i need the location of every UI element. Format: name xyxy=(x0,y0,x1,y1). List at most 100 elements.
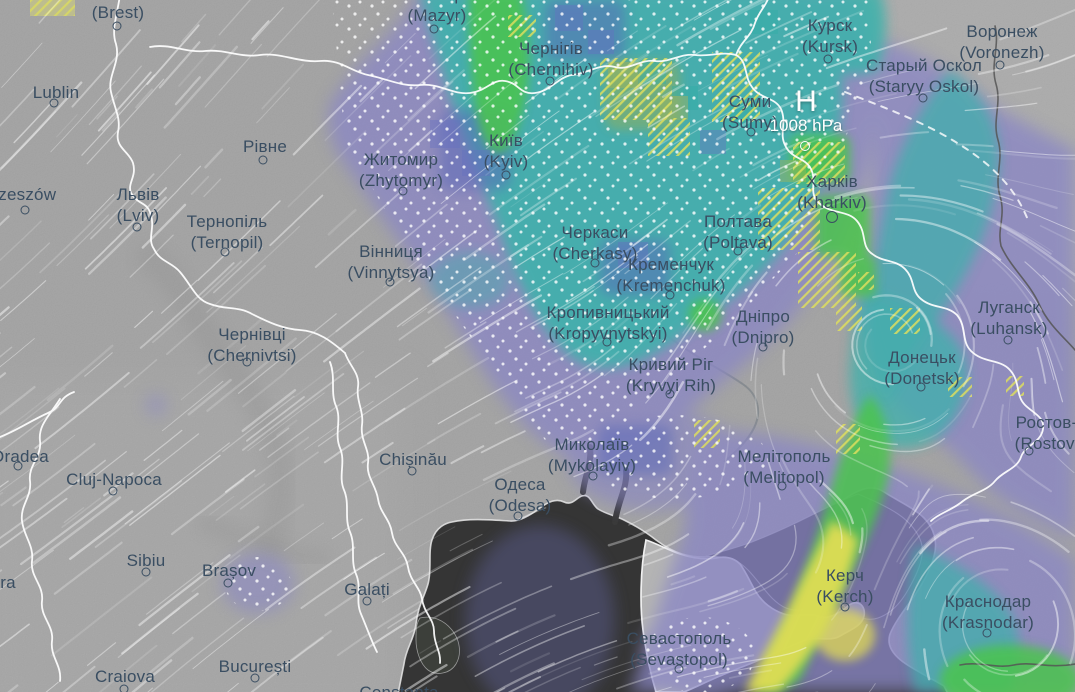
city-label[interactable]: Львів (Lviv) xyxy=(117,184,160,226)
city-name-latin: (Chernivtsi) xyxy=(207,346,297,365)
city-label[interactable]: Craiova xyxy=(95,666,155,687)
city-marker[interactable] xyxy=(826,211,838,223)
city-label[interactable]: Cluj-Napoca xyxy=(66,469,162,490)
city-name-latin: (Kerch) xyxy=(816,587,874,606)
city-label[interactable]: (Brest) xyxy=(92,2,144,23)
city-marker[interactable] xyxy=(918,93,928,103)
city-marker[interactable] xyxy=(588,471,598,481)
city-marker[interactable] xyxy=(602,337,612,347)
city-name-latin: (Sumy) xyxy=(722,113,778,132)
city-marker[interactable] xyxy=(429,24,439,34)
city-label[interactable]: Brașov xyxy=(202,560,256,581)
city-marker[interactable] xyxy=(141,567,151,577)
city-label[interactable]: Суми (Sumy) xyxy=(722,91,778,133)
city-label[interactable]: Кривий Ріг (Kryvyi Rih) xyxy=(626,354,716,396)
city-label[interactable]: Донецьк (Donetsk) xyxy=(884,347,960,389)
city-label[interactable]: Полтава (Poltava) xyxy=(703,211,773,253)
city-marker[interactable] xyxy=(758,342,768,352)
city-label[interactable]: Galați xyxy=(344,579,390,600)
city-marker[interactable] xyxy=(1024,446,1034,456)
city-marker[interactable] xyxy=(220,247,230,257)
city-marker[interactable] xyxy=(13,461,23,471)
city-label[interactable]: Oradea xyxy=(0,446,49,467)
city-marker[interactable] xyxy=(995,60,1005,70)
city-label[interactable]: București xyxy=(219,656,292,677)
city-marker[interactable] xyxy=(733,246,743,256)
city-marker[interactable] xyxy=(840,602,850,612)
city-marker[interactable] xyxy=(49,98,59,108)
city-name: Brașov xyxy=(201,561,257,580)
city-label[interactable]: Chișinău xyxy=(379,449,447,470)
city-marker[interactable] xyxy=(112,21,122,31)
city-marker[interactable] xyxy=(982,628,992,638)
city-marker[interactable] xyxy=(398,186,408,196)
city-name: Львів xyxy=(116,185,160,204)
city-marker[interactable] xyxy=(362,596,372,606)
city-label[interactable]: Харків (Kharkiv) xyxy=(797,171,867,213)
city-marker[interactable] xyxy=(1003,335,1013,345)
city-marker[interactable] xyxy=(242,357,252,367)
city-label[interactable]: Краснодар (Krasnodar) xyxy=(942,591,1034,633)
city-marker[interactable] xyxy=(20,205,30,215)
city-marker[interactable] xyxy=(746,127,756,137)
city-marker[interactable] xyxy=(665,290,675,300)
city-name-latin: (Krasnodar) xyxy=(942,613,1034,632)
city-marker[interactable] xyxy=(674,664,684,674)
city-marker[interactable] xyxy=(590,258,600,268)
city-name: Київ xyxy=(489,131,523,150)
city-marker[interactable] xyxy=(501,170,511,180)
city-marker[interactable] xyxy=(665,389,675,399)
city-label[interactable]: Sibiu xyxy=(127,550,166,571)
city-label[interactable]: Constanța xyxy=(359,682,438,692)
city-marker[interactable] xyxy=(777,481,787,491)
city-marker[interactable] xyxy=(407,466,417,476)
city-marker[interactable] xyxy=(258,155,268,165)
city-label[interactable]: ra xyxy=(0,572,16,593)
city-name-latin: (Odesa) xyxy=(488,496,552,515)
city-label[interactable]: Кропивницький (Kropyvnytskyi) xyxy=(546,302,669,344)
city-label[interactable]: Мазыр(Mazyr) xyxy=(408,0,467,26)
city-label[interactable]: Rzeszów xyxy=(0,184,56,205)
city-label[interactable]: Миколаїв (Mykolayiv) xyxy=(548,434,636,476)
city-marker[interactable] xyxy=(108,486,118,496)
city-label[interactable]: Чернігів (Chernihiv) xyxy=(508,38,593,80)
city-marker[interactable] xyxy=(916,382,926,392)
city-name: Constanța xyxy=(359,682,438,692)
pressure-marker-dot xyxy=(800,141,810,151)
city-label[interactable]: Житомир (Zhytomyr) xyxy=(359,149,443,191)
city-label[interactable]: Ростов-на-Дону(Rostov-on-Don) xyxy=(1015,412,1075,454)
city-label[interactable]: Старый Оскол (Staryy Oskol) xyxy=(866,55,982,97)
city-label[interactable]: Курск (Kursk) xyxy=(802,15,858,57)
city-label[interactable]: Lublin xyxy=(33,82,80,103)
city-label[interactable]: Вінниця (Vinnytsya) xyxy=(348,241,435,283)
pressure-marker[interactable]: H 1008 hPa xyxy=(770,87,843,136)
city-name: Ростов-на-Дону xyxy=(1015,413,1075,432)
city-label[interactable]: Дніпро (Dnipro) xyxy=(731,306,794,348)
city-label[interactable]: Одеса (Odesa) xyxy=(489,474,552,516)
city-marker[interactable] xyxy=(385,277,395,287)
city-marker[interactable] xyxy=(119,684,129,692)
city-marker[interactable] xyxy=(513,511,523,521)
city-label[interactable]: Мелітополь (Melitopol) xyxy=(737,446,830,488)
city-label[interactable]: Київ (Kyiv) xyxy=(484,130,529,172)
city-label[interactable]: Рівне xyxy=(243,136,287,157)
city-marker[interactable] xyxy=(545,76,555,86)
city-marker[interactable] xyxy=(250,673,260,683)
city-label[interactable]: Севастополь (Sevastopol) xyxy=(627,628,732,670)
city-label[interactable]: Керч (Kerch) xyxy=(816,565,873,607)
city-label[interactable]: Воронеж (Voronezh) xyxy=(959,21,1044,63)
city-marker[interactable] xyxy=(223,578,233,588)
city-label[interactable]: Чернівці (Chernivtsi) xyxy=(207,324,296,366)
city-name-latin: (Kharkiv) xyxy=(797,193,867,212)
city-marker[interactable] xyxy=(132,222,142,232)
city-name-latin: (Zhytomyr) xyxy=(358,171,444,190)
city-name: Кропивницький xyxy=(546,303,670,322)
city-label[interactable]: Тернопіль (Ternopil) xyxy=(187,211,268,253)
city-label[interactable]: Кременчук (Kremenchuk) xyxy=(616,254,725,296)
city-marker[interactable] xyxy=(823,54,833,64)
city-label[interactable]: Луганск (Luhansk) xyxy=(970,297,1047,339)
city-label[interactable]: Черкаси (Cherkasy) xyxy=(552,222,637,264)
city-name: Lublin xyxy=(32,83,80,102)
